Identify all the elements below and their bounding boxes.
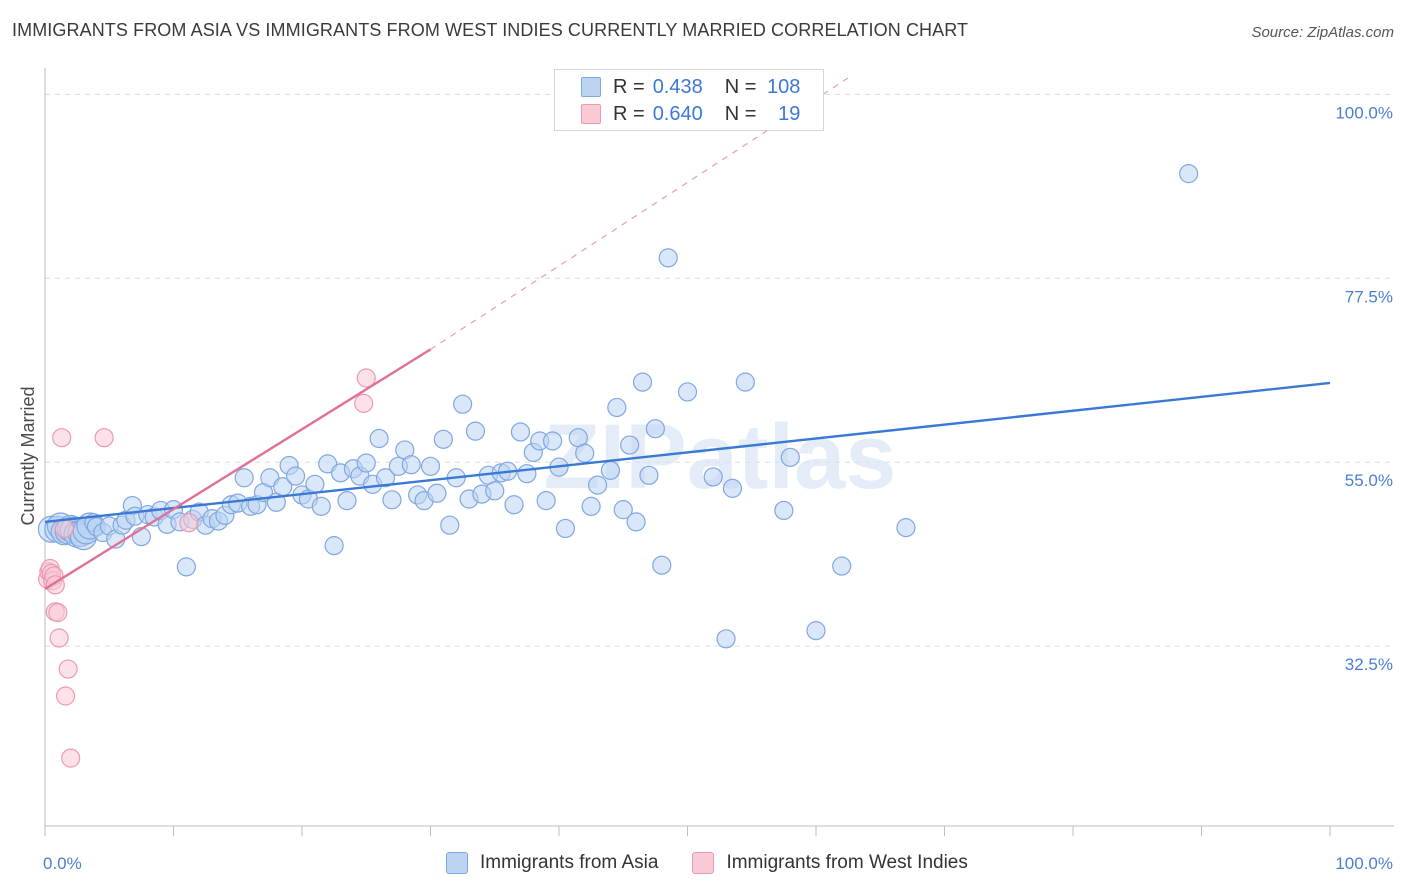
data-point-asia: [806, 621, 826, 641]
data-point-asia: [658, 248, 678, 268]
data-point-asia: [703, 467, 723, 487]
data-point-west-indies: [58, 659, 78, 679]
data-point-asia: [337, 491, 357, 511]
data-point-asia: [645, 419, 665, 439]
data-point-asia: [401, 455, 421, 475]
data-point-asia: [311, 496, 331, 516]
data-point-west-indies: [49, 628, 69, 648]
legend-r-value: 0.438: [652, 75, 703, 98]
data-point-asia: [607, 397, 627, 418]
data-point-west-indies: [354, 393, 374, 413]
data-point-asia: [420, 456, 441, 476]
data-point-asia: [652, 555, 672, 575]
data-point-asia: [485, 481, 505, 501]
data-point-asia: [780, 447, 800, 467]
data-point-west-indies: [356, 368, 376, 388]
data-point-asia: [427, 483, 447, 503]
data-point-asia: [632, 372, 653, 392]
data-point-asia: [504, 495, 524, 515]
series-asia-points: [37, 164, 1199, 649]
data-point-asia: [722, 478, 743, 498]
data-point-asia: [613, 500, 633, 520]
data-point-asia: [542, 431, 563, 451]
legend-n-label: N =: [724, 75, 757, 98]
legend-item-west-indies[interactable]: Immigrants from West Indies: [692, 852, 968, 874]
data-point-west-indies: [54, 518, 74, 539]
data-point-asia: [234, 468, 254, 488]
legend-n-value: 19: [778, 102, 801, 125]
legend-swatch-west-indies: [692, 852, 715, 874]
legend-r-label: R =: [613, 102, 645, 125]
data-point-asia: [735, 372, 755, 392]
stats-legend: R = 0.438 N = 108 R = 0.640 N = 19: [554, 69, 824, 131]
chart-title: IMMIGRANTS FROM ASIA VS IMMIGRANTS FROM …: [12, 20, 969, 40]
data-point-asia: [433, 429, 453, 449]
data-point-asia: [536, 491, 556, 511]
data-point-asia: [324, 536, 344, 556]
data-point-asia: [465, 421, 486, 441]
y-tick-label: 55.0%: [1345, 471, 1393, 490]
legend-row-west-indies: R = 0.640 N = 19: [581, 102, 800, 126]
legend-label-west-indies: Immigrants from West Indies: [726, 852, 968, 873]
legend-label-asia: Immigrants from Asia: [480, 852, 659, 873]
x-tick-label: 0.0%: [43, 854, 82, 873]
source-credit: Source: ZipAtlas.com: [1251, 24, 1394, 41]
data-point-west-indies: [55, 686, 76, 706]
legend-row-asia: R = 0.438 N = 108: [581, 75, 800, 99]
trend-line-asia: [44, 381, 1331, 524]
series-west-indies-points: [37, 368, 376, 768]
y-tick-label: 100.0%: [1335, 103, 1393, 122]
legend-r-value: 0.640: [652, 102, 703, 125]
data-point-asia: [555, 518, 576, 539]
legend-n-label: N =: [724, 102, 757, 125]
data-point-west-indies: [94, 428, 114, 448]
series-legend: Immigrants from Asia Immigrants from Wes…: [446, 852, 1002, 874]
trend-lines: [44, 77, 1331, 590]
legend-swatch-west-indies: [581, 104, 601, 124]
data-point-asia: [626, 512, 646, 532]
legend-item-asia[interactable]: Immigrants from Asia: [446, 852, 658, 874]
legend-r-label: R =: [613, 75, 645, 98]
data-point-asia: [1179, 164, 1199, 184]
data-point-asia: [382, 490, 402, 510]
data-point-asia: [575, 443, 595, 463]
axes: [44, 68, 1394, 836]
data-point-asia: [639, 465, 659, 485]
data-point-asia: [517, 464, 537, 484]
data-point-asia: [510, 422, 531, 442]
data-point-asia: [369, 428, 389, 449]
data-point-asia: [896, 518, 916, 538]
data-point-asia: [581, 496, 601, 516]
legend-swatch-asia: [581, 77, 601, 97]
data-point-asia: [305, 474, 325, 494]
data-point-west-indies: [179, 513, 199, 533]
data-point-asia: [620, 435, 640, 455]
data-point-asia: [677, 382, 698, 402]
trend-line-west-indies: [44, 348, 432, 590]
y-tick-label: 77.5%: [1345, 287, 1393, 306]
data-point-asia: [285, 466, 306, 486]
grid-lines: [45, 93, 1394, 647]
data-point-west-indies: [48, 603, 68, 623]
data-point-asia: [832, 556, 852, 576]
data-point-asia: [600, 460, 621, 480]
data-point-west-indies: [61, 748, 81, 768]
data-point-asia: [587, 475, 608, 495]
data-point-asia: [453, 394, 473, 414]
y-axis-label: Currently Married: [18, 386, 38, 525]
data-point-asia: [774, 500, 794, 521]
legend-n-value: 108: [767, 75, 801, 98]
legend-swatch-asia: [446, 852, 468, 874]
data-point-asia: [176, 557, 196, 577]
data-point-west-indies: [52, 428, 72, 448]
data-point-asia: [716, 629, 736, 649]
y-tick-label: 32.5%: [1345, 655, 1393, 674]
x-tick-label: 100.0%: [1335, 854, 1393, 873]
data-point-asia: [375, 468, 396, 488]
data-point-asia: [356, 453, 376, 473]
data-point-asia: [440, 515, 460, 535]
tick-labels: 32.5% 55.0% 77.5% 100.0% 0.0% 100.0%: [43, 103, 1393, 873]
